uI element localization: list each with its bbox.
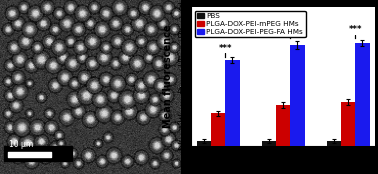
Bar xyxy=(225,60,240,174)
Bar xyxy=(276,105,290,174)
Text: ***: *** xyxy=(349,25,362,34)
Bar xyxy=(262,141,276,174)
X-axis label: Concentration of  HMs (mg/L): Concentration of HMs (mg/L) xyxy=(202,166,364,174)
Bar xyxy=(197,141,211,174)
Bar xyxy=(327,141,341,174)
Text: ***: *** xyxy=(284,25,297,34)
Text: 10 μm: 10 μm xyxy=(9,140,33,149)
Bar xyxy=(4,146,72,161)
Text: ***: *** xyxy=(218,44,232,53)
Bar xyxy=(355,43,370,174)
Y-axis label: Mean fluorescence: Mean fluorescence xyxy=(163,25,174,128)
Bar xyxy=(211,113,225,174)
Bar xyxy=(341,102,355,174)
Legend: PBS, PLGA-DOX-PEI-mPEG HMs, PLGA-DOX-PEI-PEG-FA HMs: PBS, PLGA-DOX-PEI-mPEG HMs, PLGA-DOX-PEI… xyxy=(195,11,306,37)
Bar xyxy=(290,45,305,174)
